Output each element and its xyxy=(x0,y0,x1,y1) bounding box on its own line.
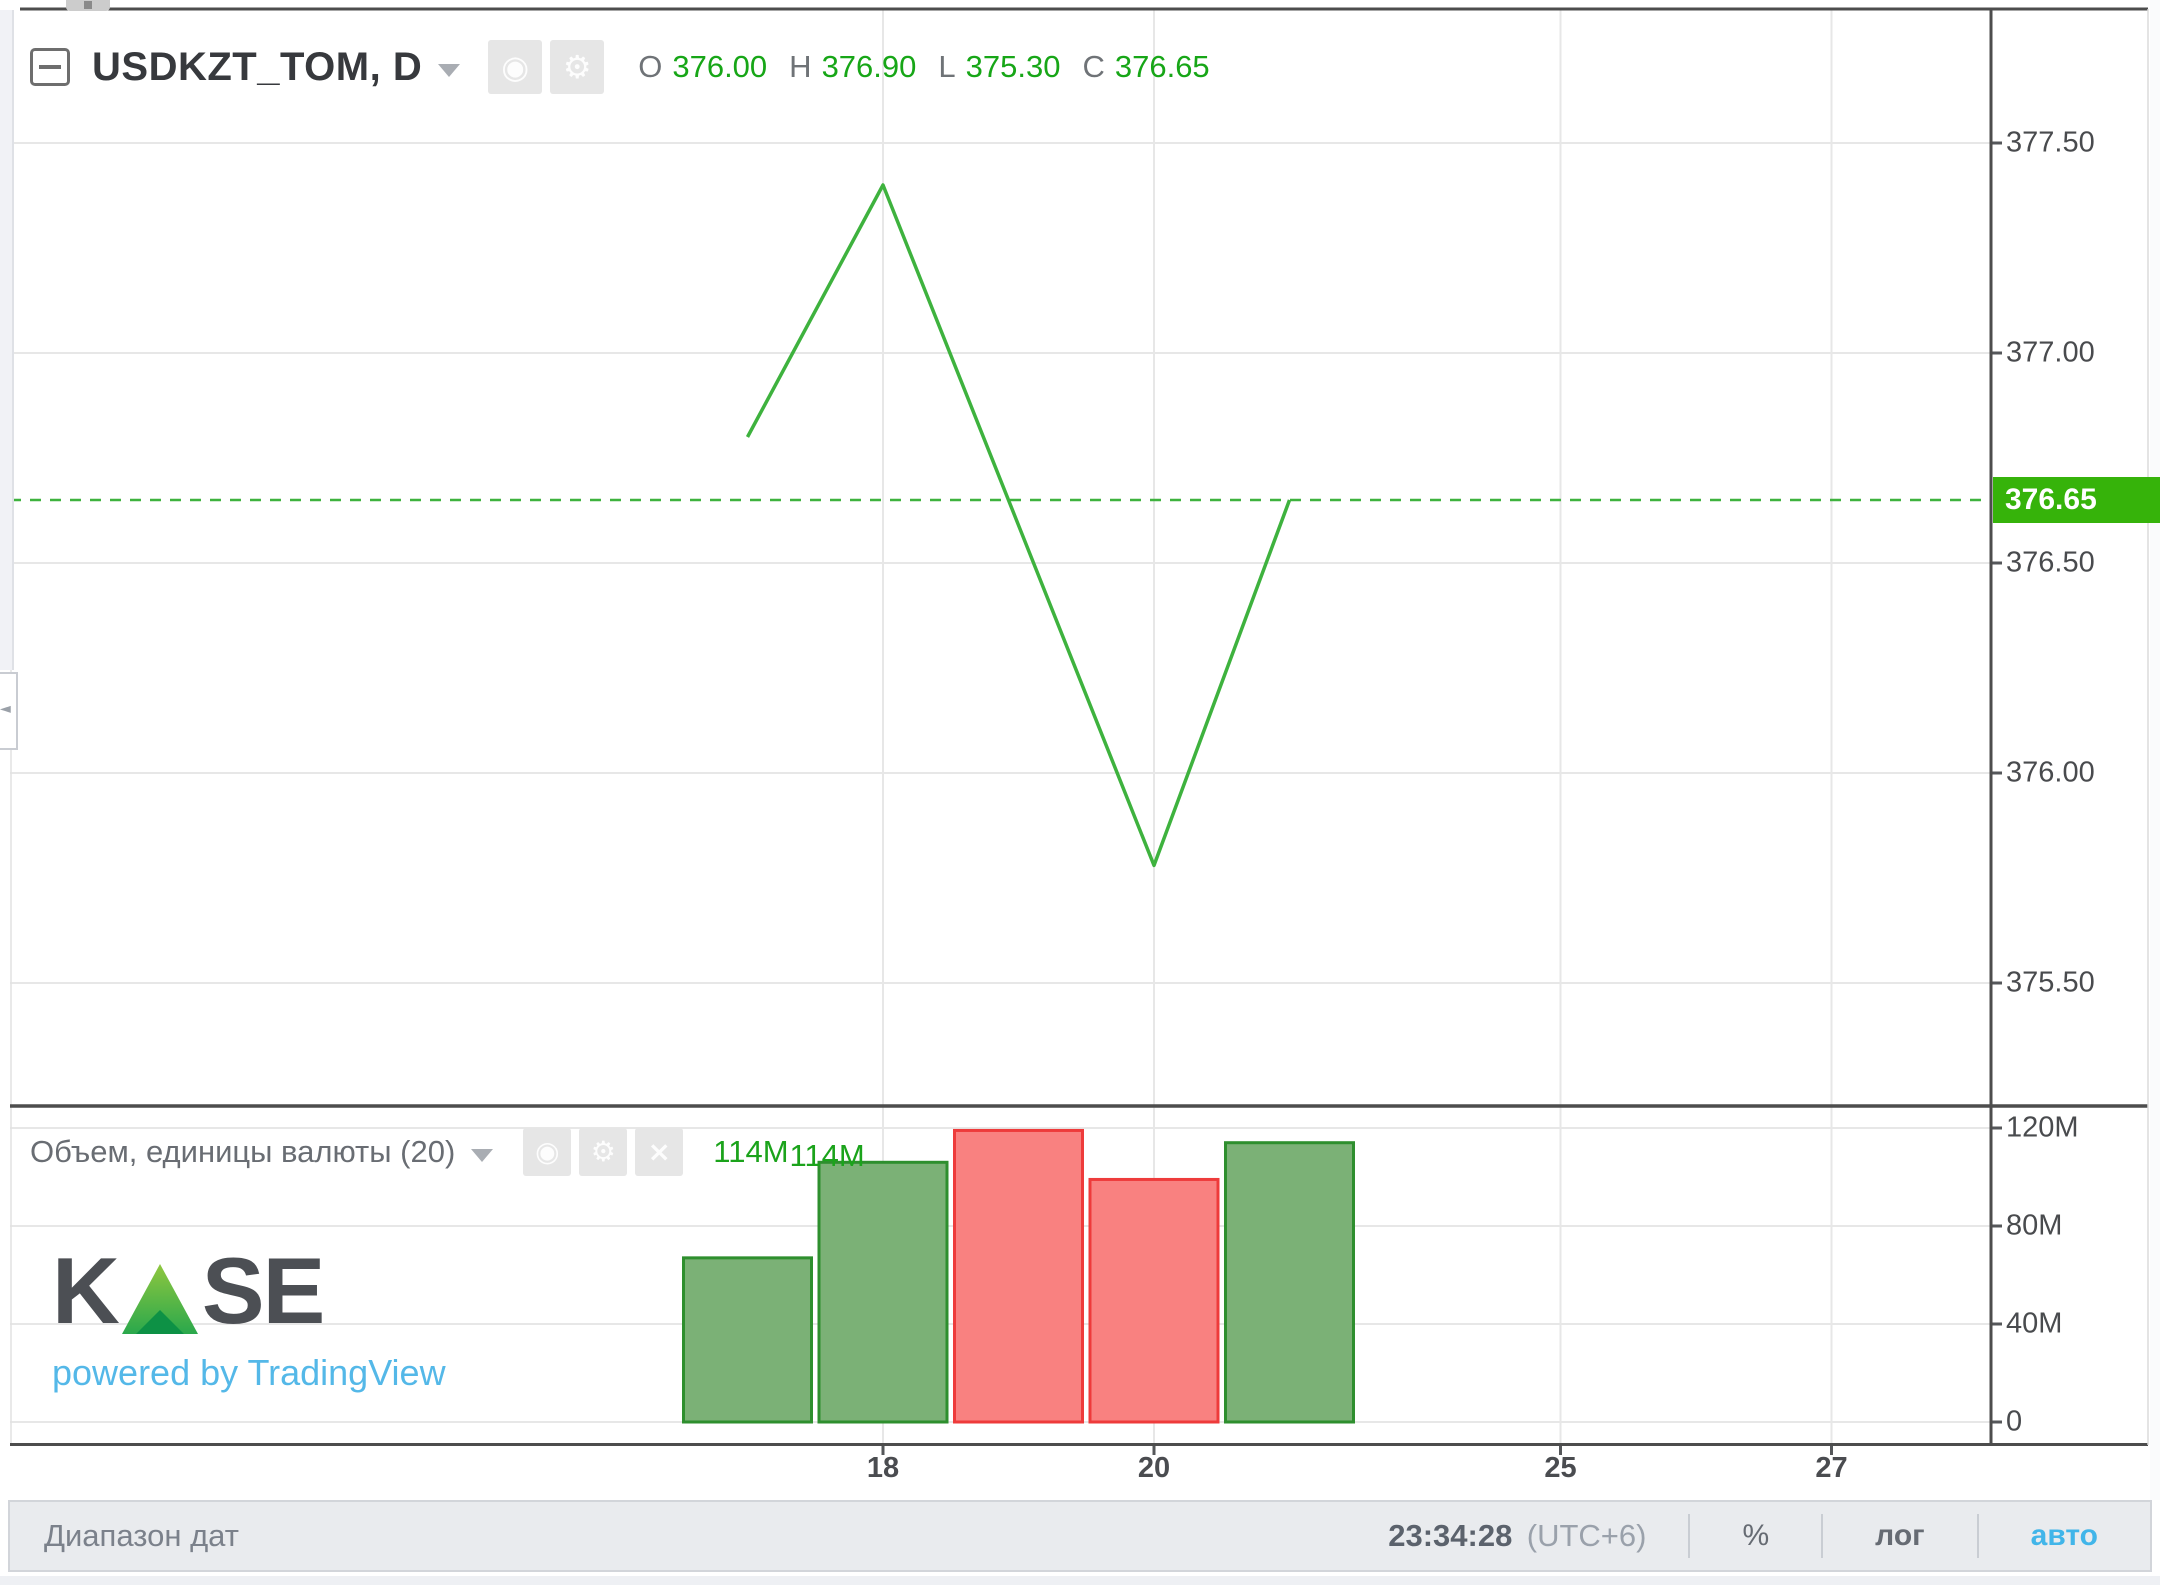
volume-settings-button[interactable]: ⚙ xyxy=(579,1128,628,1176)
auto-scale-button[interactable]: авто xyxy=(2030,1519,2098,1552)
settings-button[interactable]: ⚙ xyxy=(550,40,605,94)
volume-scale-label: 80M xyxy=(2006,1209,2063,1242)
volume-scale-label: 40M xyxy=(2006,1307,2063,1340)
symbol-title[interactable]: USDKZT_TOM, D xyxy=(92,44,423,89)
volume-indicator-title[interactable]: Объем, единицы валюты (20) xyxy=(30,1134,456,1169)
collapse-pane-button[interactable] xyxy=(30,48,70,86)
ohlc-open-value: 376.00 xyxy=(672,49,768,84)
current-price-tag: 376.65 xyxy=(1993,477,2160,523)
time-axis-label: 18 xyxy=(866,1452,900,1484)
log-scale-button[interactable]: лог xyxy=(1875,1519,1925,1552)
time-axis-label: 27 xyxy=(1815,1452,1848,1484)
left-toolbar-toggle[interactable]: ◄ xyxy=(0,672,18,750)
bottom-edge-strip xyxy=(0,1576,2160,1585)
time-axis[interactable] xyxy=(10,1446,1990,1494)
visibility-button[interactable]: ◉ xyxy=(488,40,543,94)
ohlc-low-label: L xyxy=(938,49,956,84)
volume-scale-label: 0 xyxy=(2006,1405,2023,1438)
logo-letters-se: SE xyxy=(201,1238,325,1343)
date-range-button[interactable]: Диапазон дат xyxy=(44,1518,239,1553)
volume-scale-label: 120M xyxy=(2006,1111,2079,1144)
powered-by-tradingview[interactable]: powered by TradingView xyxy=(52,1352,446,1393)
ohlc-high-value: 376.90 xyxy=(821,49,917,84)
left-toolbar-strip xyxy=(0,10,14,670)
close-icon: × xyxy=(647,1135,672,1168)
percent-scale-button[interactable]: % xyxy=(1742,1519,1770,1552)
price-scale-label: 377.00 xyxy=(2006,336,2095,369)
toolbar-divider xyxy=(1821,1514,1824,1558)
ohlc-open-label: O xyxy=(638,49,663,84)
gear-icon: ⚙ xyxy=(562,48,592,86)
clock[interactable]: 23:34:28 (UTC+6) xyxy=(1388,1518,1688,1554)
price-scale-label: 375.50 xyxy=(2006,966,2095,999)
eye-icon: ◉ xyxy=(501,48,530,86)
right-edge-strip xyxy=(2150,0,2160,1500)
gear-icon: ⚙ xyxy=(590,1135,616,1168)
chevron-down-icon[interactable] xyxy=(438,63,461,77)
price-scale-label: 376.50 xyxy=(2006,546,2095,579)
time-axis-label: 25 xyxy=(1544,1452,1577,1484)
ohlc-readout: O 376.00 H 376.90 L 375.30 C 376.65 xyxy=(638,49,1231,85)
volume-last-value: 114M xyxy=(713,1134,789,1169)
bottom-toolbar: Диапазон дат 23:34:28 (UTC+6) % лог авто xyxy=(8,1500,2152,1572)
price-scale-label: 376.00 xyxy=(2006,756,2095,789)
time-axis-label: 20 xyxy=(1137,1452,1171,1484)
ohlc-low-value: 375.30 xyxy=(965,49,1061,84)
ohlc-close-label: C xyxy=(1082,49,1105,84)
kase-triangle-icon xyxy=(121,1264,198,1334)
volume-legend: Объем, единицы валюты (20) ◉ ⚙ × 114M xyxy=(30,1128,789,1176)
clock-timezone: (UTC+6) xyxy=(1526,1518,1647,1553)
volume-remove-button[interactable]: × xyxy=(635,1128,684,1176)
volume-value-overlay: 114M xyxy=(789,1138,865,1174)
kase-logo: K SE powered by TradingView xyxy=(52,1238,446,1394)
eye-icon: ◉ xyxy=(535,1135,560,1168)
chevron-left-icon: ◄ xyxy=(0,701,11,717)
toolbar-divider xyxy=(1976,1514,1979,1558)
toolbar-divider xyxy=(1688,1514,1691,1558)
ohlc-high-label: H xyxy=(789,49,812,84)
symbol-legend: USDKZT_TOM, D ◉ ⚙ O 376.00 H 376.90 L 37… xyxy=(30,40,1232,94)
logo-letter-k: K xyxy=(52,1238,120,1343)
chevron-down-icon[interactable] xyxy=(471,1148,494,1162)
price-scale-label: 377.50 xyxy=(2006,126,2095,159)
clock-time: 23:34:28 xyxy=(1388,1518,1513,1553)
ohlc-close-value: 376.65 xyxy=(1114,49,1210,84)
volume-visibility-button[interactable]: ◉ xyxy=(523,1128,572,1176)
top-toolbar-tab[interactable] xyxy=(66,0,110,11)
